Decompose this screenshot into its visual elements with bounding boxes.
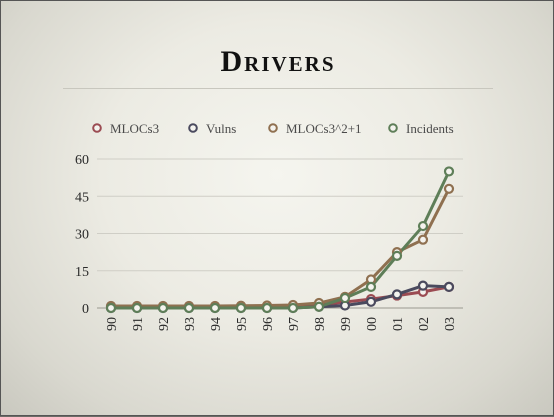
x-tick-label: 94: [209, 317, 224, 331]
legend-label: Vulns: [206, 121, 236, 136]
data-point: [443, 183, 455, 194]
data-point: [391, 250, 403, 261]
x-tick-label: 98: [313, 317, 328, 331]
data-point: [261, 302, 273, 314]
x-tick-label: 99: [339, 317, 354, 331]
data-point: [443, 281, 455, 292]
x-tick-label: 90: [105, 317, 120, 331]
y-tick-label: 45: [75, 190, 89, 205]
x-tick-label: 93: [183, 317, 198, 331]
x-tick-label: 02: [417, 317, 432, 331]
data-point: [417, 234, 429, 245]
x-tick-label: 95: [235, 317, 250, 331]
x-tick-label: 97: [287, 317, 302, 331]
legend-label: Incidents: [406, 121, 454, 136]
data-point: [365, 296, 377, 307]
data-point: [443, 166, 455, 177]
data-point: [365, 281, 377, 292]
data-point: [391, 289, 403, 300]
legend-marker: [92, 123, 102, 133]
x-tick-label: 00: [365, 317, 380, 331]
x-tick-label: 96: [261, 317, 276, 331]
y-tick-label: 15: [75, 265, 89, 280]
data-point: [339, 292, 351, 304]
data-point: [157, 302, 169, 314]
legend-marker: [188, 123, 198, 133]
data-point: [105, 302, 117, 314]
x-tick-label: 92: [157, 317, 172, 331]
x-tick-label: 03: [443, 317, 458, 331]
series-line: [111, 170, 451, 310]
legend-label: MLOCs3: [110, 121, 159, 136]
data-point: [183, 302, 195, 314]
x-tick-label: 91: [131, 317, 146, 331]
slide-title: Drivers: [220, 45, 336, 78]
legend-marker: [268, 123, 278, 133]
data-point: [417, 280, 429, 291]
data-point: [417, 220, 429, 232]
title-divider: [63, 88, 493, 89]
legend-label: MLOCs3^2+1: [286, 121, 362, 136]
data-point: [287, 302, 299, 314]
data-point: [235, 302, 247, 314]
data-point: [131, 302, 143, 314]
y-tick-label: 30: [75, 228, 89, 243]
y-tick-label: 0: [82, 302, 89, 317]
data-point: [313, 301, 325, 312]
legend-marker: [388, 123, 398, 133]
x-tick-label: 01: [391, 317, 406, 331]
y-tick-label: 60: [75, 153, 89, 168]
data-point: [209, 302, 221, 314]
